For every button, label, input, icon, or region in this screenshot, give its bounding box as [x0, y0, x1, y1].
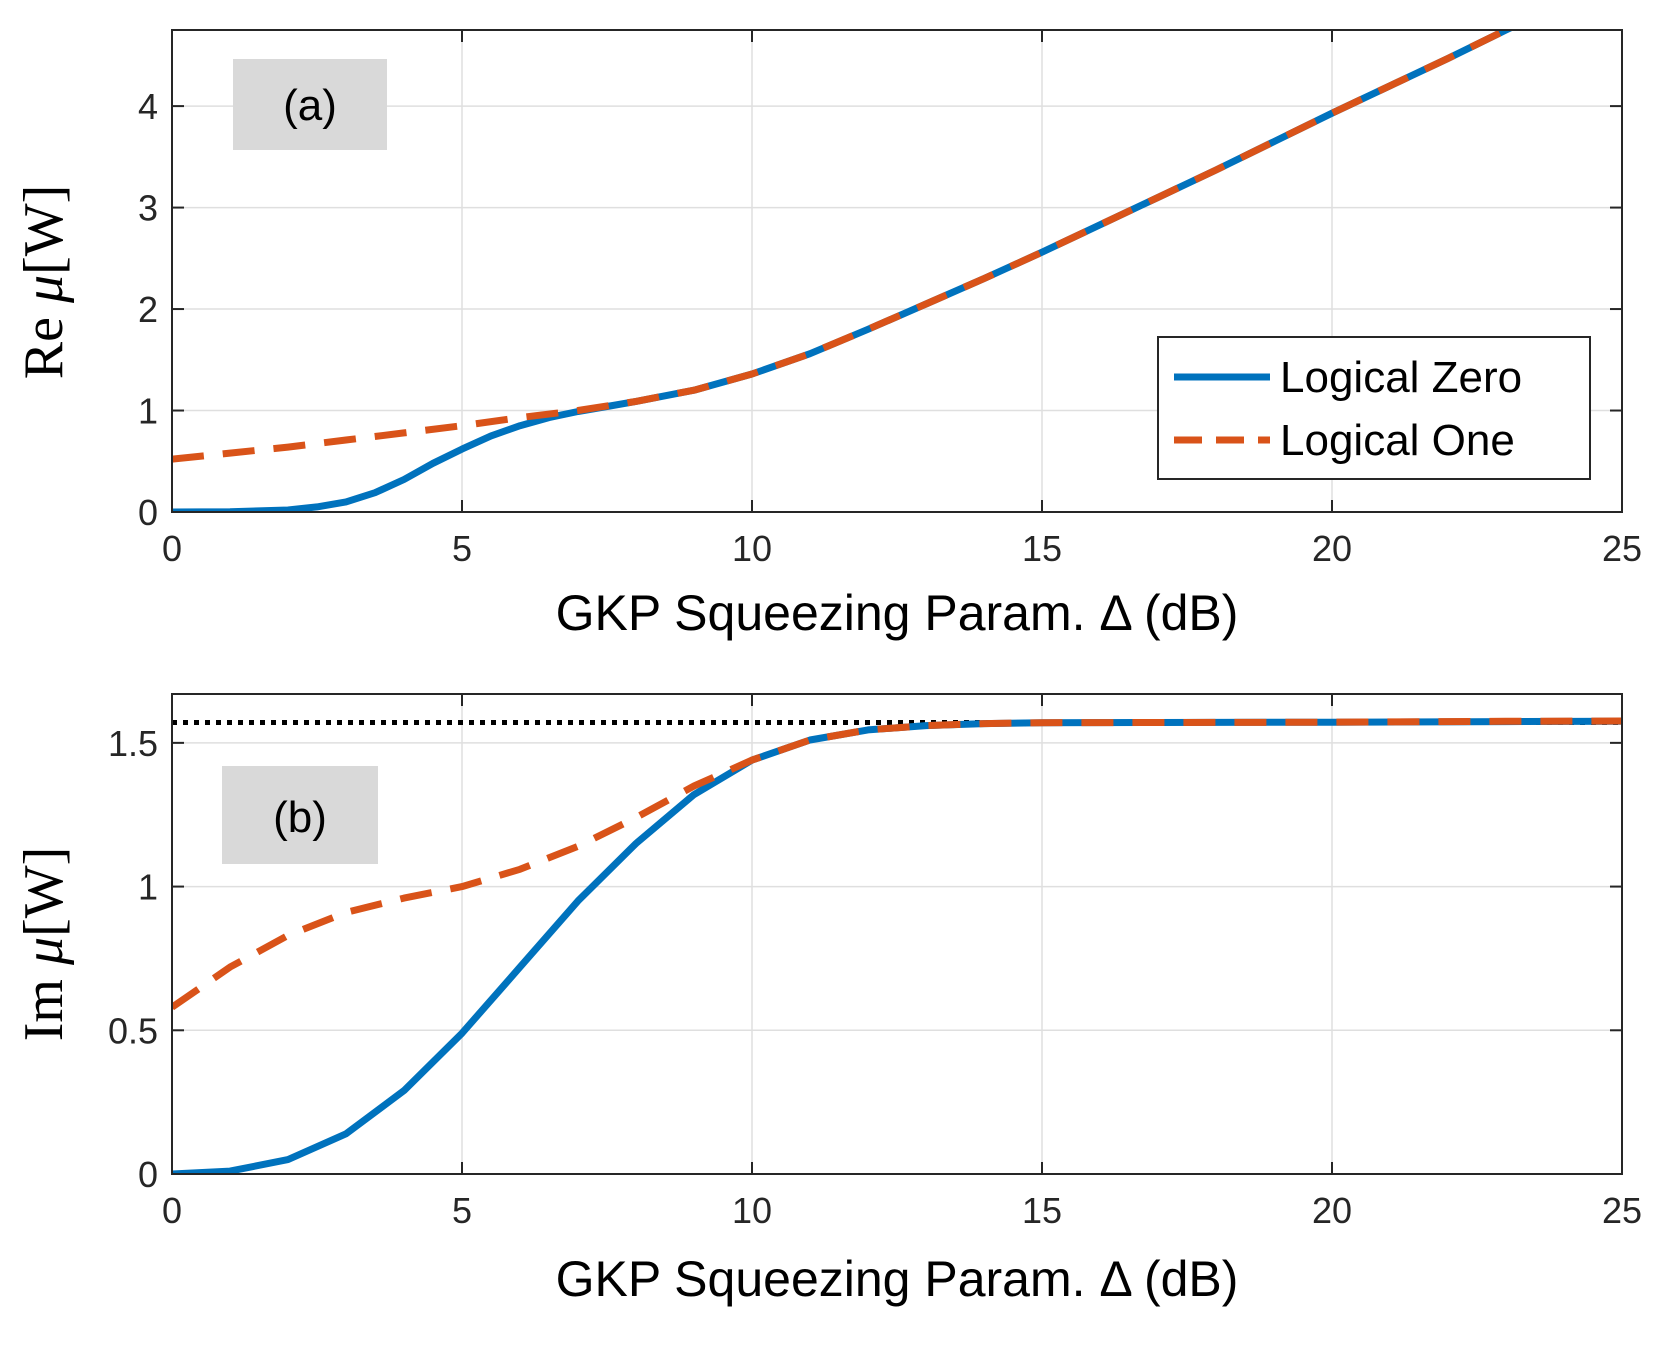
x-tick-label: 10: [732, 528, 772, 569]
y-tick-label: 0: [138, 1154, 158, 1195]
y-tick-label: 3: [138, 188, 158, 229]
legend-label: Logical One: [1280, 416, 1515, 465]
y-axis-label-symbol: μ: [13, 275, 75, 304]
x-tick-label: 25: [1602, 528, 1642, 569]
x-tick-label: 0: [162, 1190, 182, 1231]
y-axis-label-arg: [W]: [13, 185, 75, 275]
panel-label: (a): [283, 81, 337, 130]
y-tick-label: 1.5: [108, 723, 158, 764]
series-line-logical-zero: [172, 717, 1622, 1174]
y-tick-label: 0: [138, 492, 158, 533]
x-tick-label: 0: [162, 528, 182, 569]
y-axis-label-prefix: Im: [13, 965, 75, 1041]
x-tick-label: 15: [1022, 528, 1062, 569]
y-tick-label: 1: [138, 391, 158, 432]
y-tick-label: 2: [138, 289, 158, 330]
series-group: [172, 717, 1622, 1174]
panel-label-box: [222, 766, 378, 864]
series-line-logical-zero: [172, 30, 1515, 512]
panel-label: (b): [273, 793, 327, 842]
axes-box: [171, 693, 1623, 1175]
y-tick-label: 0.5: [108, 1010, 158, 1051]
legend-label: Logical Zero: [1280, 353, 1522, 402]
series-line-logical-one: [172, 717, 1622, 1011]
y-axis-label-symbol: μ: [13, 937, 75, 966]
x-tick-label: 25: [1602, 1190, 1642, 1231]
x-tick-label: 20: [1312, 1190, 1352, 1231]
x-axis-label: GKP Squeezing Param. Δ (dB): [556, 585, 1239, 641]
axes-box: [171, 29, 1623, 513]
panel-a: (a) 0 5 10 15 20 25 0 1 2 3 4 GKP Squeezing Param. Δ…: [13, 29, 1642, 641]
x-tick-label: 15: [1022, 1190, 1062, 1231]
x-tick-label: 5: [452, 528, 472, 569]
y-axis-label-arg: [W]: [13, 847, 75, 937]
x-tick-label: 10: [732, 1190, 772, 1231]
y-axis-label: Re μ[W]: [13, 185, 75, 379]
x-axis-label: GKP Squeezing Param. Δ (dB): [556, 1251, 1239, 1307]
y-axis-label: Im μ[W]: [13, 847, 75, 1041]
y-tick-label: 4: [138, 86, 158, 127]
series-line-logical-one: [172, 30, 1515, 463]
x-tick-label: 5: [452, 1190, 472, 1231]
x-tick-label: 20: [1312, 528, 1352, 569]
y-axis-label-prefix: Re: [13, 303, 75, 379]
legend-box: [1157, 336, 1591, 480]
panel-b: (b) 0 5 10 15 20 25 0 0.5 1 1.5 GKP Squeezing Param…: [13, 693, 1642, 1307]
y-tick-label: 1: [138, 867, 158, 908]
panel-label-box: [233, 59, 387, 150]
series-group: [172, 30, 1515, 512]
